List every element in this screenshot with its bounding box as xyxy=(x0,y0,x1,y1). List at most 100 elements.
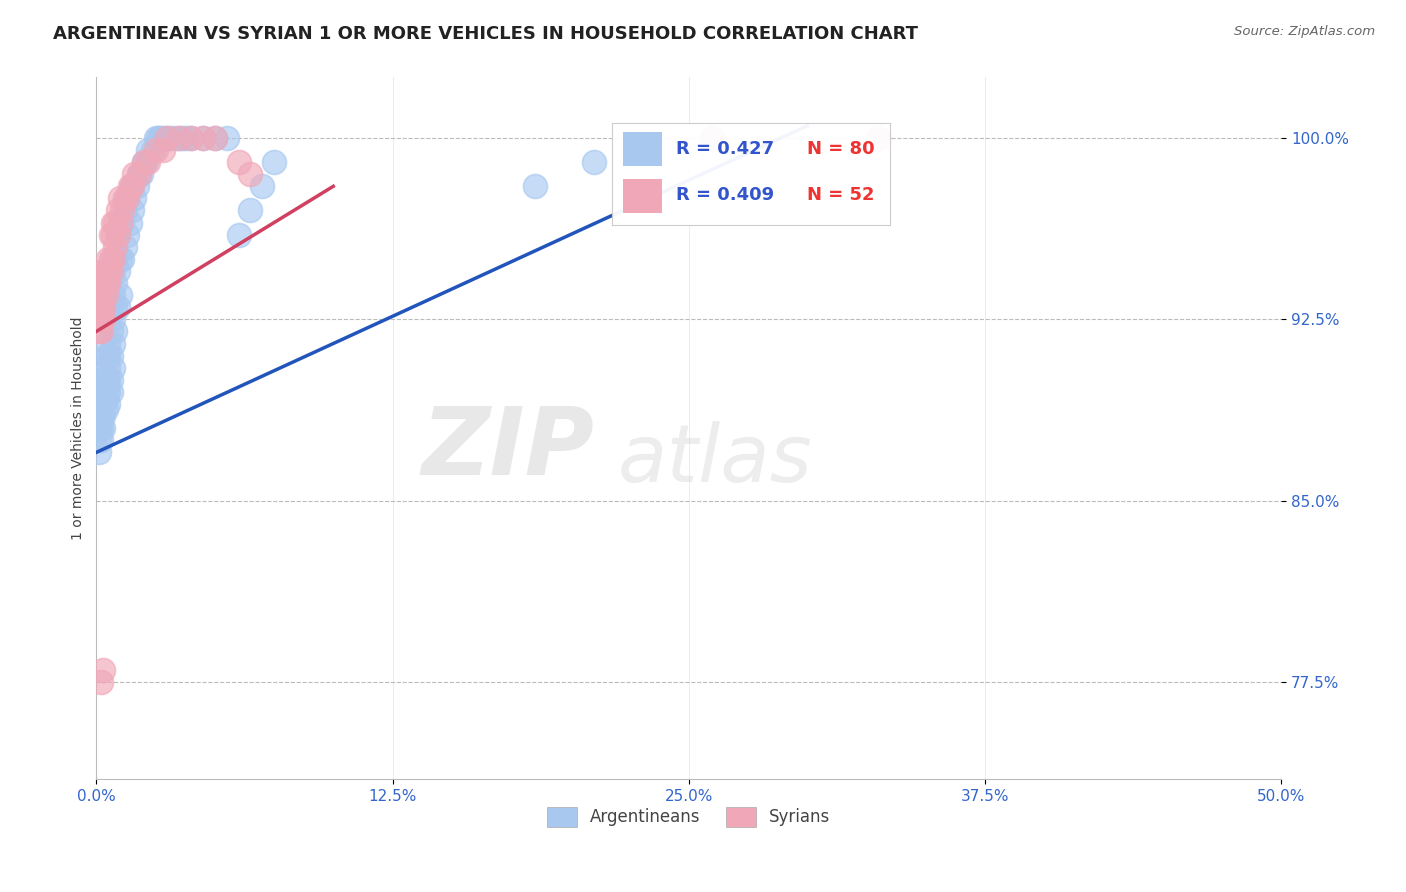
Point xyxy=(93,360,115,375)
Text: ZIP: ZIP xyxy=(420,403,593,495)
Point xyxy=(90,397,112,411)
Point xyxy=(128,167,150,181)
Point xyxy=(87,325,110,339)
Point xyxy=(111,252,134,266)
Point xyxy=(104,252,127,266)
Point xyxy=(121,179,143,194)
Point xyxy=(93,300,115,314)
Point xyxy=(107,300,129,314)
Point xyxy=(135,155,157,169)
Point xyxy=(104,325,127,339)
Point xyxy=(114,191,136,205)
Point xyxy=(100,264,122,278)
Point xyxy=(114,203,136,218)
Point xyxy=(215,131,238,145)
Point xyxy=(146,131,169,145)
Point xyxy=(90,421,112,435)
Point xyxy=(702,131,724,145)
Point xyxy=(97,276,120,290)
Point xyxy=(228,227,250,242)
Point xyxy=(90,312,112,326)
Point xyxy=(90,325,112,339)
Point xyxy=(156,131,179,145)
Point xyxy=(97,384,120,399)
Point xyxy=(97,264,120,278)
Point xyxy=(131,167,153,181)
Point xyxy=(94,401,117,416)
Point xyxy=(166,131,188,145)
Point xyxy=(138,155,160,169)
Point xyxy=(100,384,122,399)
Point xyxy=(90,288,112,302)
Point xyxy=(191,131,214,145)
Point xyxy=(87,312,110,326)
Point xyxy=(111,216,134,230)
Point xyxy=(94,349,117,363)
Point xyxy=(204,131,226,145)
Point xyxy=(94,276,117,290)
Point xyxy=(145,143,167,157)
Point xyxy=(94,373,117,387)
Point xyxy=(122,167,145,181)
Point xyxy=(94,392,117,406)
Point xyxy=(160,131,183,145)
Point xyxy=(152,143,174,157)
Point xyxy=(582,155,605,169)
Point xyxy=(191,131,214,145)
Point xyxy=(94,288,117,302)
Point xyxy=(114,240,136,254)
Point xyxy=(125,179,148,194)
Point xyxy=(239,167,262,181)
Point xyxy=(93,276,115,290)
Point xyxy=(228,155,250,169)
Point xyxy=(93,312,115,326)
Point xyxy=(90,409,112,423)
Point xyxy=(100,300,122,314)
Point xyxy=(108,216,131,230)
Point xyxy=(263,155,285,169)
Point xyxy=(122,191,145,205)
Point xyxy=(115,227,138,242)
Point xyxy=(132,155,155,169)
Text: Source: ZipAtlas.com: Source: ZipAtlas.com xyxy=(1234,25,1375,38)
Point xyxy=(108,216,131,230)
Legend: Argentineans, Syrians: Argentineans, Syrians xyxy=(540,800,837,834)
Point xyxy=(87,421,110,435)
Point xyxy=(149,131,172,145)
Point xyxy=(121,179,143,194)
Point xyxy=(93,409,115,423)
Text: atlas: atlas xyxy=(617,421,813,499)
Point xyxy=(107,264,129,278)
Point xyxy=(868,131,890,145)
Point xyxy=(93,421,115,435)
Point xyxy=(100,349,122,363)
Point xyxy=(93,288,115,302)
Point xyxy=(97,373,120,387)
Point xyxy=(250,179,273,194)
Point xyxy=(111,203,134,218)
Point xyxy=(101,336,124,351)
Point xyxy=(108,288,131,302)
Point xyxy=(90,300,112,314)
Point xyxy=(104,300,127,314)
Point xyxy=(93,373,115,387)
Point xyxy=(180,131,202,145)
Point xyxy=(90,434,112,448)
Point xyxy=(180,131,202,145)
Point xyxy=(145,131,167,145)
Point xyxy=(104,276,127,290)
Point xyxy=(100,252,122,266)
Point xyxy=(101,264,124,278)
Point xyxy=(170,131,193,145)
Point xyxy=(97,397,120,411)
Point xyxy=(93,264,115,278)
Point xyxy=(100,227,122,242)
Point xyxy=(142,143,165,157)
Point xyxy=(100,325,122,339)
Point xyxy=(107,227,129,242)
Point xyxy=(97,336,120,351)
Point xyxy=(93,663,115,677)
Text: ARGENTINEAN VS SYRIAN 1 OR MORE VEHICLES IN HOUSEHOLD CORRELATION CHART: ARGENTINEAN VS SYRIAN 1 OR MORE VEHICLES… xyxy=(53,25,918,43)
Point xyxy=(101,360,124,375)
Point xyxy=(118,216,141,230)
